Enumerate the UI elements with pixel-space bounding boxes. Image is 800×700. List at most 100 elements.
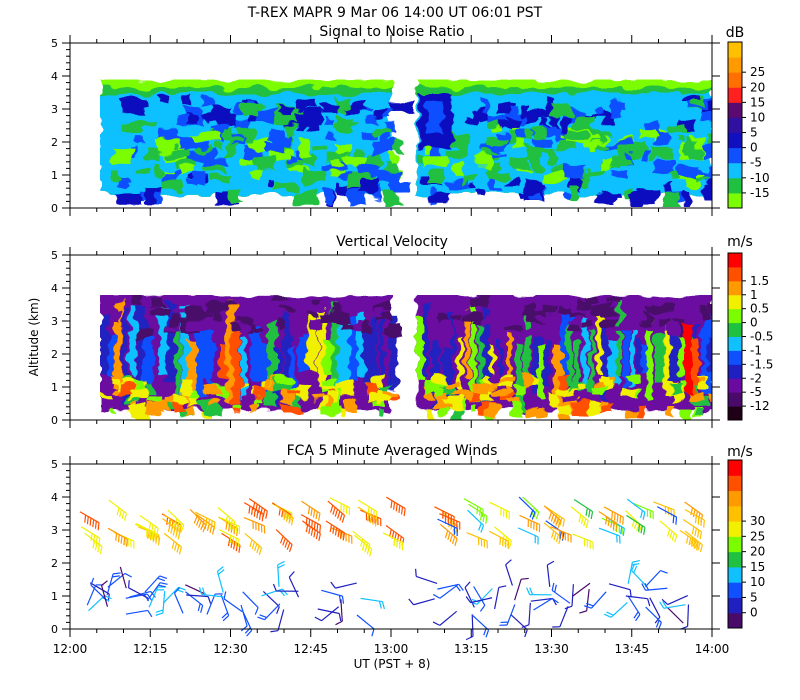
snr-cell bbox=[384, 108, 393, 120]
snr-cell bbox=[121, 97, 145, 114]
barb-flag bbox=[561, 533, 565, 541]
snr-cell bbox=[329, 168, 342, 177]
barb-flag bbox=[235, 543, 239, 552]
barb-flag bbox=[480, 525, 485, 533]
wind-barb bbox=[552, 606, 569, 628]
snr-cell bbox=[711, 182, 712, 187]
wind-barb bbox=[645, 606, 662, 630]
barb-flag bbox=[265, 510, 268, 519]
barb-flag bbox=[201, 519, 205, 528]
snr-cell bbox=[489, 126, 501, 132]
vv-cell-upper bbox=[511, 303, 523, 309]
barb-flag bbox=[176, 544, 180, 553]
wind-barb bbox=[300, 514, 322, 533]
vv-cell bbox=[241, 383, 247, 388]
vv-cell bbox=[445, 382, 461, 388]
colorbar-swatch bbox=[728, 102, 742, 118]
barb-shaft bbox=[439, 610, 458, 626]
barb-shaft bbox=[551, 589, 571, 604]
barb-flag bbox=[307, 506, 311, 515]
barb-flag bbox=[117, 534, 120, 543]
colorbar-swatch bbox=[728, 521, 742, 537]
wind-barb bbox=[627, 559, 640, 584]
snr-cell bbox=[240, 105, 261, 117]
barb-shaft bbox=[476, 588, 493, 605]
vv-cell-upper bbox=[485, 313, 505, 325]
barb-flag bbox=[696, 529, 700, 538]
barb-flag bbox=[97, 544, 101, 553]
y-tick-label: 4 bbox=[51, 70, 58, 83]
barb-flag bbox=[548, 512, 552, 520]
barb-shaft bbox=[533, 597, 553, 611]
barb-flag bbox=[279, 535, 284, 544]
snr-cell bbox=[541, 126, 556, 131]
snr-cell bbox=[594, 107, 604, 114]
barb-flag bbox=[693, 541, 697, 549]
snr-cell bbox=[268, 180, 276, 186]
barb-shaft bbox=[610, 602, 628, 618]
y-tick-label: 0 bbox=[51, 623, 58, 636]
snr-cell bbox=[177, 115, 187, 125]
vv-cell bbox=[694, 408, 703, 413]
vv-streak bbox=[250, 322, 261, 380]
snr-cell bbox=[323, 120, 334, 126]
wind-barb bbox=[644, 570, 668, 588]
snr-cell bbox=[233, 120, 251, 129]
barb-flag bbox=[613, 512, 616, 521]
barb-flag bbox=[675, 517, 678, 525]
wind-barb bbox=[684, 509, 705, 528]
barb-shaft bbox=[195, 513, 215, 528]
barb-flag bbox=[150, 591, 156, 598]
panel-title-vertical-velocity: Vertical Velocity bbox=[336, 234, 448, 250]
wind-barb bbox=[584, 591, 607, 609]
barb-flag bbox=[123, 513, 127, 521]
snr-cell bbox=[641, 128, 658, 138]
barb-shaft bbox=[264, 603, 281, 621]
colorbar-swatch bbox=[728, 364, 742, 379]
barb-flag bbox=[249, 539, 253, 548]
vv-cell bbox=[139, 380, 148, 388]
snr-cell bbox=[281, 140, 293, 153]
wind-barb bbox=[220, 594, 230, 622]
wind-barb bbox=[277, 560, 285, 587]
barb-flag bbox=[272, 583, 277, 592]
barb-shaft bbox=[385, 496, 406, 510]
colorbar-swatch bbox=[728, 308, 742, 324]
barb-flag bbox=[603, 613, 612, 618]
wind-barb bbox=[625, 595, 651, 607]
barb-shaft bbox=[510, 614, 528, 631]
barb-shaft bbox=[439, 523, 458, 539]
barb-flag bbox=[654, 616, 661, 624]
vv-streak bbox=[379, 312, 384, 403]
snr-cell bbox=[276, 106, 294, 115]
snr-cell bbox=[663, 183, 672, 200]
snr-colorbar-unit: dB bbox=[726, 25, 745, 41]
vv-cell-upper bbox=[678, 327, 686, 336]
snr-cell bbox=[161, 181, 184, 192]
snr-cell bbox=[610, 156, 632, 166]
barb-flag bbox=[674, 534, 678, 543]
x-tick-label: 12:00 bbox=[53, 642, 88, 656]
wind-barb bbox=[144, 575, 168, 593]
snr-cell bbox=[181, 96, 191, 107]
snr-heatmap bbox=[100, 79, 712, 207]
wind-barb bbox=[631, 563, 648, 587]
wind-barb bbox=[661, 594, 688, 606]
wind-barb bbox=[439, 523, 458, 546]
vv-streak bbox=[609, 338, 619, 386]
vv-cell bbox=[340, 408, 346, 418]
barb-flag bbox=[482, 514, 485, 523]
snr-cell bbox=[607, 144, 620, 151]
snr-cell bbox=[313, 145, 327, 151]
barb-flag bbox=[329, 505, 334, 513]
vv-streak bbox=[489, 344, 494, 374]
barb-flag bbox=[228, 523, 231, 532]
vv-streak bbox=[175, 329, 181, 407]
vv-cell bbox=[206, 405, 223, 416]
snr-cell bbox=[137, 167, 150, 173]
vv-cell bbox=[288, 390, 300, 396]
snr-cell bbox=[515, 133, 525, 148]
vv-cell bbox=[429, 409, 436, 420]
barb-flag bbox=[101, 580, 108, 586]
barb-shaft bbox=[416, 575, 438, 585]
